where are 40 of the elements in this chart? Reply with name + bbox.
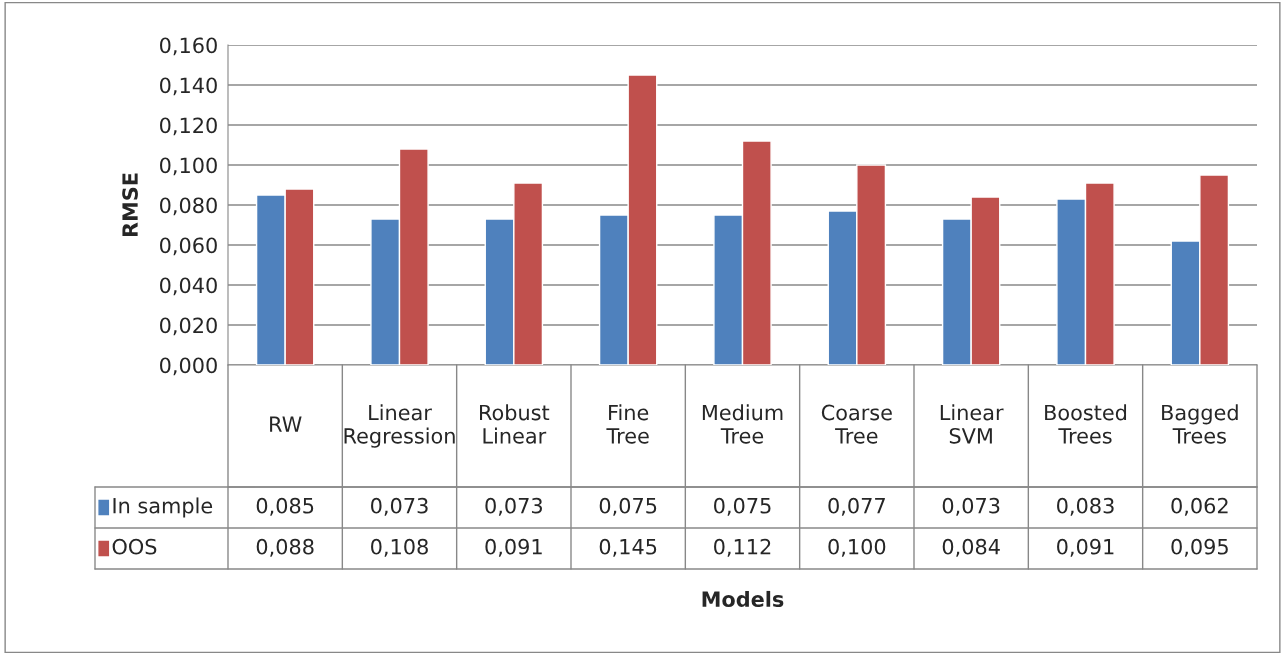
x-tick-label: Robust Linear (480, 404, 550, 444)
y-tick-label: 0,100 (160, 157, 217, 176)
data-label: 0,075 (714, 497, 771, 516)
data-label: 0,091 (1057, 538, 1114, 557)
data-label: 0,073 (942, 497, 1000, 516)
y-tick-label: 0,120 (160, 117, 217, 136)
x-tick-label: RW (270, 416, 302, 432)
y-tick-label: 0,160 (160, 37, 217, 56)
data-label: 0,100 (828, 538, 886, 557)
data-label: 0,085 (256, 497, 314, 516)
y-axis-title: RMSE (122, 173, 138, 237)
y-tick-label: 0,000 (160, 357, 217, 376)
x-tick-label: Linear Regression (344, 404, 455, 448)
data-label: 0,108 (371, 538, 428, 557)
data-label: 0,077 (828, 497, 885, 516)
data-label: 0,075 (599, 497, 657, 516)
y-tick-label: 0,140 (160, 77, 217, 96)
y-tick-label: 0,020 (160, 317, 217, 336)
y-tick-label: 0,080 (160, 197, 217, 216)
data-label: 0,083 (1057, 497, 1114, 516)
data-label: 0,112 (714, 538, 771, 557)
data-label: 0,073 (371, 497, 428, 516)
data-label: 0,145 (599, 538, 657, 557)
x-tick-label: Boosted Trees (1045, 404, 1127, 444)
y-tick-label: 0,060 (160, 237, 217, 256)
data-label: 0,091 (485, 538, 542, 557)
x-tick-label: Bagged Trees (1162, 404, 1238, 444)
x-tick-label: Coarse Tree (821, 404, 892, 444)
text: Models (702, 590, 784, 608)
legend-label: In sample (113, 497, 213, 518)
x-tick-label: Fine Tree (606, 404, 649, 444)
data-label: 0,084 (942, 538, 1000, 557)
data-label: 0,095 (1171, 538, 1228, 557)
data-label: 0,073 (485, 497, 542, 516)
x-tick-label: Linear SVM (940, 404, 1004, 444)
y-tick-label: 0,040 (160, 277, 217, 296)
x-tick-label: Medium Tree (702, 404, 783, 444)
data-label: 0,062 (1171, 497, 1228, 516)
legend-label: OOS (112, 538, 157, 555)
data-label: 0,088 (256, 538, 314, 557)
